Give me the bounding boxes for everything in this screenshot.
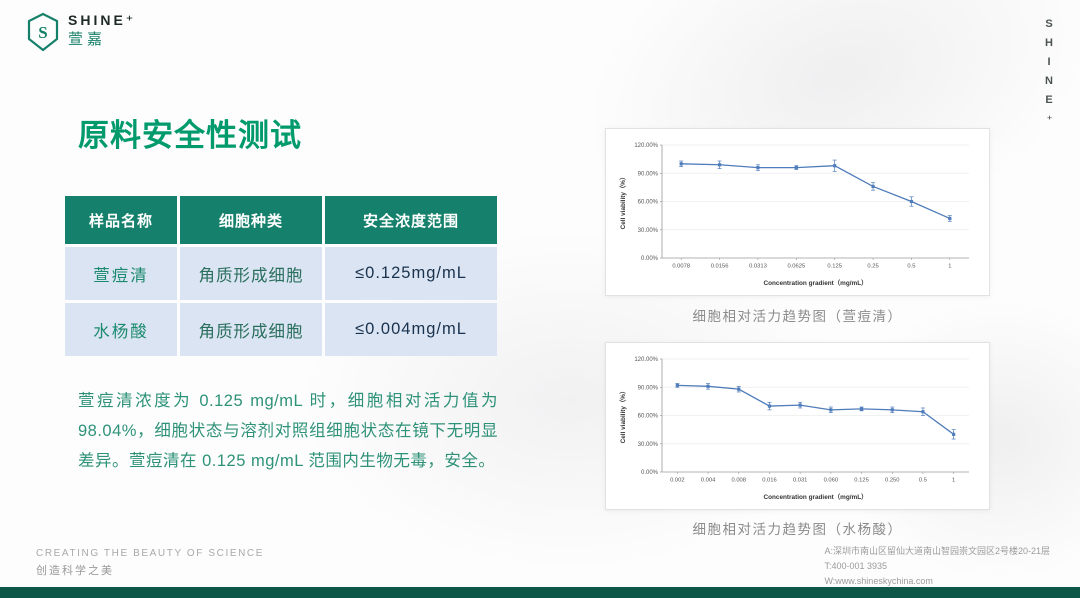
svg-text:1: 1 [948, 264, 951, 270]
footer-address: A:深圳市南山区留仙大道南山智园崇文园区2号楼20-21层 [824, 546, 1050, 556]
brand-logo: S SHINE⁺ 萱嘉 [26, 12, 136, 57]
table-header-cell-type: 细胞种类 [180, 196, 322, 244]
line-chart-salicylic-acid: 0.00% 30.00% 60.00% 90.00% 120.00% 0.002 0.004… [614, 350, 981, 502]
vertical-brand-text: SHINE⁺ [1043, 18, 1055, 133]
svg-text:Concentration gradient（mg/mL）: Concentration gradient（mg/mL） [763, 279, 867, 287]
footer-tagline-en: CREATING THE BEAUTY OF SCIENCE [36, 548, 265, 559]
chart-caption-xuandouqing: 细胞相对活力趋势图（萱痘清） [692, 309, 903, 324]
chart-card-salicylic-acid: 0.00% 30.00% 60.00% 90.00% 120.00% 0.002 0.004… [605, 342, 990, 510]
svg-text:0.0156: 0.0156 [711, 264, 729, 270]
svg-text:0.060: 0.060 [824, 478, 839, 484]
table-cell-row1-sample: 萱痘清 [65, 247, 177, 300]
chart-caption-salicylic-acid: 细胞相对活力趋势图（水杨酸） [692, 522, 903, 537]
table-header-safe-range: 安全浓度范围 [325, 196, 497, 244]
svg-text:0.25: 0.25 [867, 264, 878, 270]
svg-text:Concentration gradient（mg/mL）: Concentration gradient（mg/mL） [763, 493, 867, 501]
svg-text:0.00%: 0.00% [641, 470, 659, 476]
svg-text:0.250: 0.250 [885, 478, 900, 484]
svg-text:0.0078: 0.0078 [672, 264, 690, 270]
svg-text:120.00%: 120.00% [634, 357, 658, 363]
svg-text:0.0625: 0.0625 [787, 264, 805, 270]
svg-text:0.0313: 0.0313 [749, 264, 767, 270]
svg-text:30.00%: 30.00% [638, 228, 659, 234]
brand-name: SHINE⁺ [68, 12, 137, 28]
shield-s-logo-icon: S [26, 12, 60, 57]
svg-text:0.008: 0.008 [731, 478, 746, 484]
table-cell-row2-celltype: 角质形成细胞 [180, 303, 322, 356]
svg-text:0.031: 0.031 [793, 478, 808, 484]
svg-text:0.125: 0.125 [827, 264, 842, 270]
table-cell-row2-range: ≤0.004mg/mL [325, 303, 497, 356]
footer-contact-block: A:深圳市南山区留仙大道南山智园崇文园区2号楼20-21层 T:400-001 … [824, 544, 1050, 589]
svg-text:90.00%: 90.00% [638, 385, 659, 391]
page-title: 原料安全性测试 [78, 118, 302, 153]
line-chart-xuandouqing: 0.00% 30.00% 60.00% 90.00% 120.00% 0.0078 0.01… [614, 136, 981, 288]
svg-text:S: S [38, 23, 47, 42]
svg-text:30.00%: 30.00% [638, 442, 659, 448]
svg-text:0.004: 0.004 [701, 478, 716, 484]
svg-text:60.00%: 60.00% [638, 414, 659, 420]
svg-text:60.00%: 60.00% [638, 200, 659, 206]
svg-text:1: 1 [952, 478, 955, 484]
svg-text:0.5: 0.5 [919, 478, 927, 484]
table-cell-row1-range: ≤0.125mg/mL [325, 247, 497, 300]
svg-text:0.5: 0.5 [907, 264, 915, 270]
svg-text:120.00%: 120.00% [634, 143, 658, 149]
table-cell-row1-celltype: 角质形成细胞 [180, 247, 322, 300]
table-header-sample-name: 样品名称 [65, 196, 177, 244]
footer-tagline-zh: 创造科学之美 [36, 565, 114, 577]
svg-text:90.00%: 90.00% [638, 171, 659, 177]
svg-text:Cell viability（%）: Cell viability（%） [619, 388, 627, 444]
svg-text:Cell viability（%）: Cell viability（%） [619, 174, 627, 230]
brand-chinese-name: 萱嘉 [68, 31, 107, 49]
svg-text:0.125: 0.125 [854, 478, 869, 484]
body-paragraph: 萱痘清浓度为 0.125 mg/mL 时，细胞相对活力值为 98.04%，细胞状… [78, 392, 498, 471]
svg-text:0.016: 0.016 [762, 478, 777, 484]
footer-website: W:www.shineskychina.com [824, 575, 933, 586]
chart-card-xuandouqing: 0.00% 30.00% 60.00% 90.00% 120.00% 0.0078 0.01… [605, 128, 990, 296]
footer-telephone: T:400-001 3935 [824, 560, 888, 571]
table-cell-row2-sample: 水杨酸 [65, 303, 177, 356]
svg-text:0.00%: 0.00% [641, 256, 659, 262]
bottom-accent-bar [0, 587, 1080, 598]
safety-table: 样品名称 细胞种类 安全浓度范围 萱痘清 角质形成细胞 ≤0.125mg/mL … [65, 196, 497, 356]
svg-text:0.002: 0.002 [670, 478, 685, 484]
